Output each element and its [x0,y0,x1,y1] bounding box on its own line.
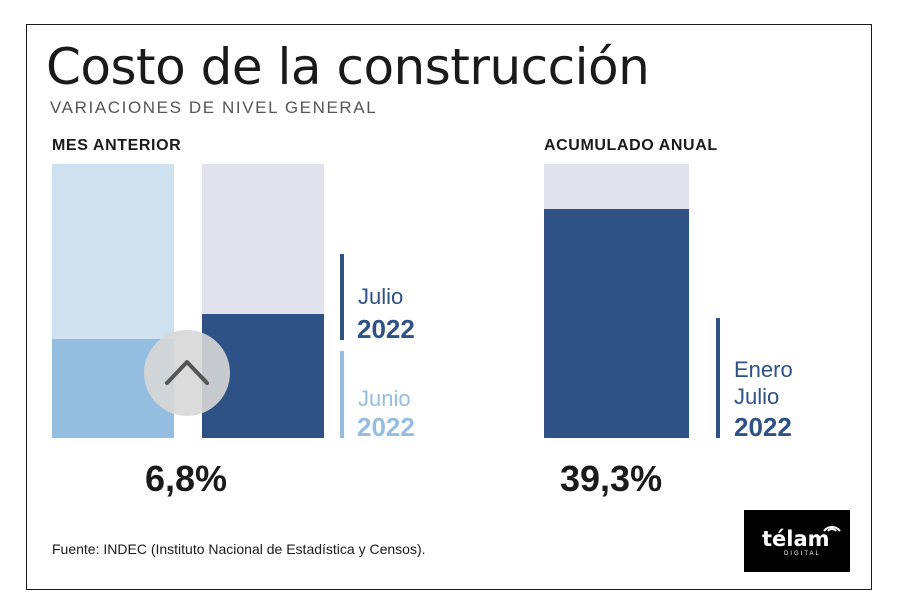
source-note: Fuente: INDEC (Instituto Nacional de Est… [52,541,426,557]
telam-logo: télam DIGITAL [744,510,850,572]
value-label-annual: 39,3% [560,458,663,499]
logo-name: télam [762,527,830,551]
section-title-annual: ACUMULADO ANUAL [544,137,718,154]
signal-icon [823,526,841,532]
logo-sub: DIGITAL [784,551,821,557]
section-title-monthly: MES ANTERIOR [52,137,182,154]
legend-marker-julio [340,254,344,340]
chart-frame [26,24,872,590]
legend-year-junio: 2022 [357,412,415,442]
chart-subtitle: VARIACIONES DE NIVEL GENERAL [50,98,378,117]
scroll-to-top-button[interactable] [144,330,230,416]
legend-marker-junio [340,351,344,438]
legend-label-enero-julio: Julio [734,384,780,409]
chart-title: Costo de la construcción [46,38,650,96]
legend-label-enero: Enero [734,357,793,382]
value-label-monthly: 6,8% [145,458,228,499]
chevron-up-icon [165,360,209,385]
legend-year-enero-julio: 2022 [734,412,792,442]
bar-enero-julio-2022 [544,209,689,438]
legend-year-julio: 2022 [357,314,415,344]
legend-label-junio: Junio [358,386,411,411]
legend-marker-enero-julio [716,318,720,438]
legend-label-julio: Julio [358,284,404,309]
